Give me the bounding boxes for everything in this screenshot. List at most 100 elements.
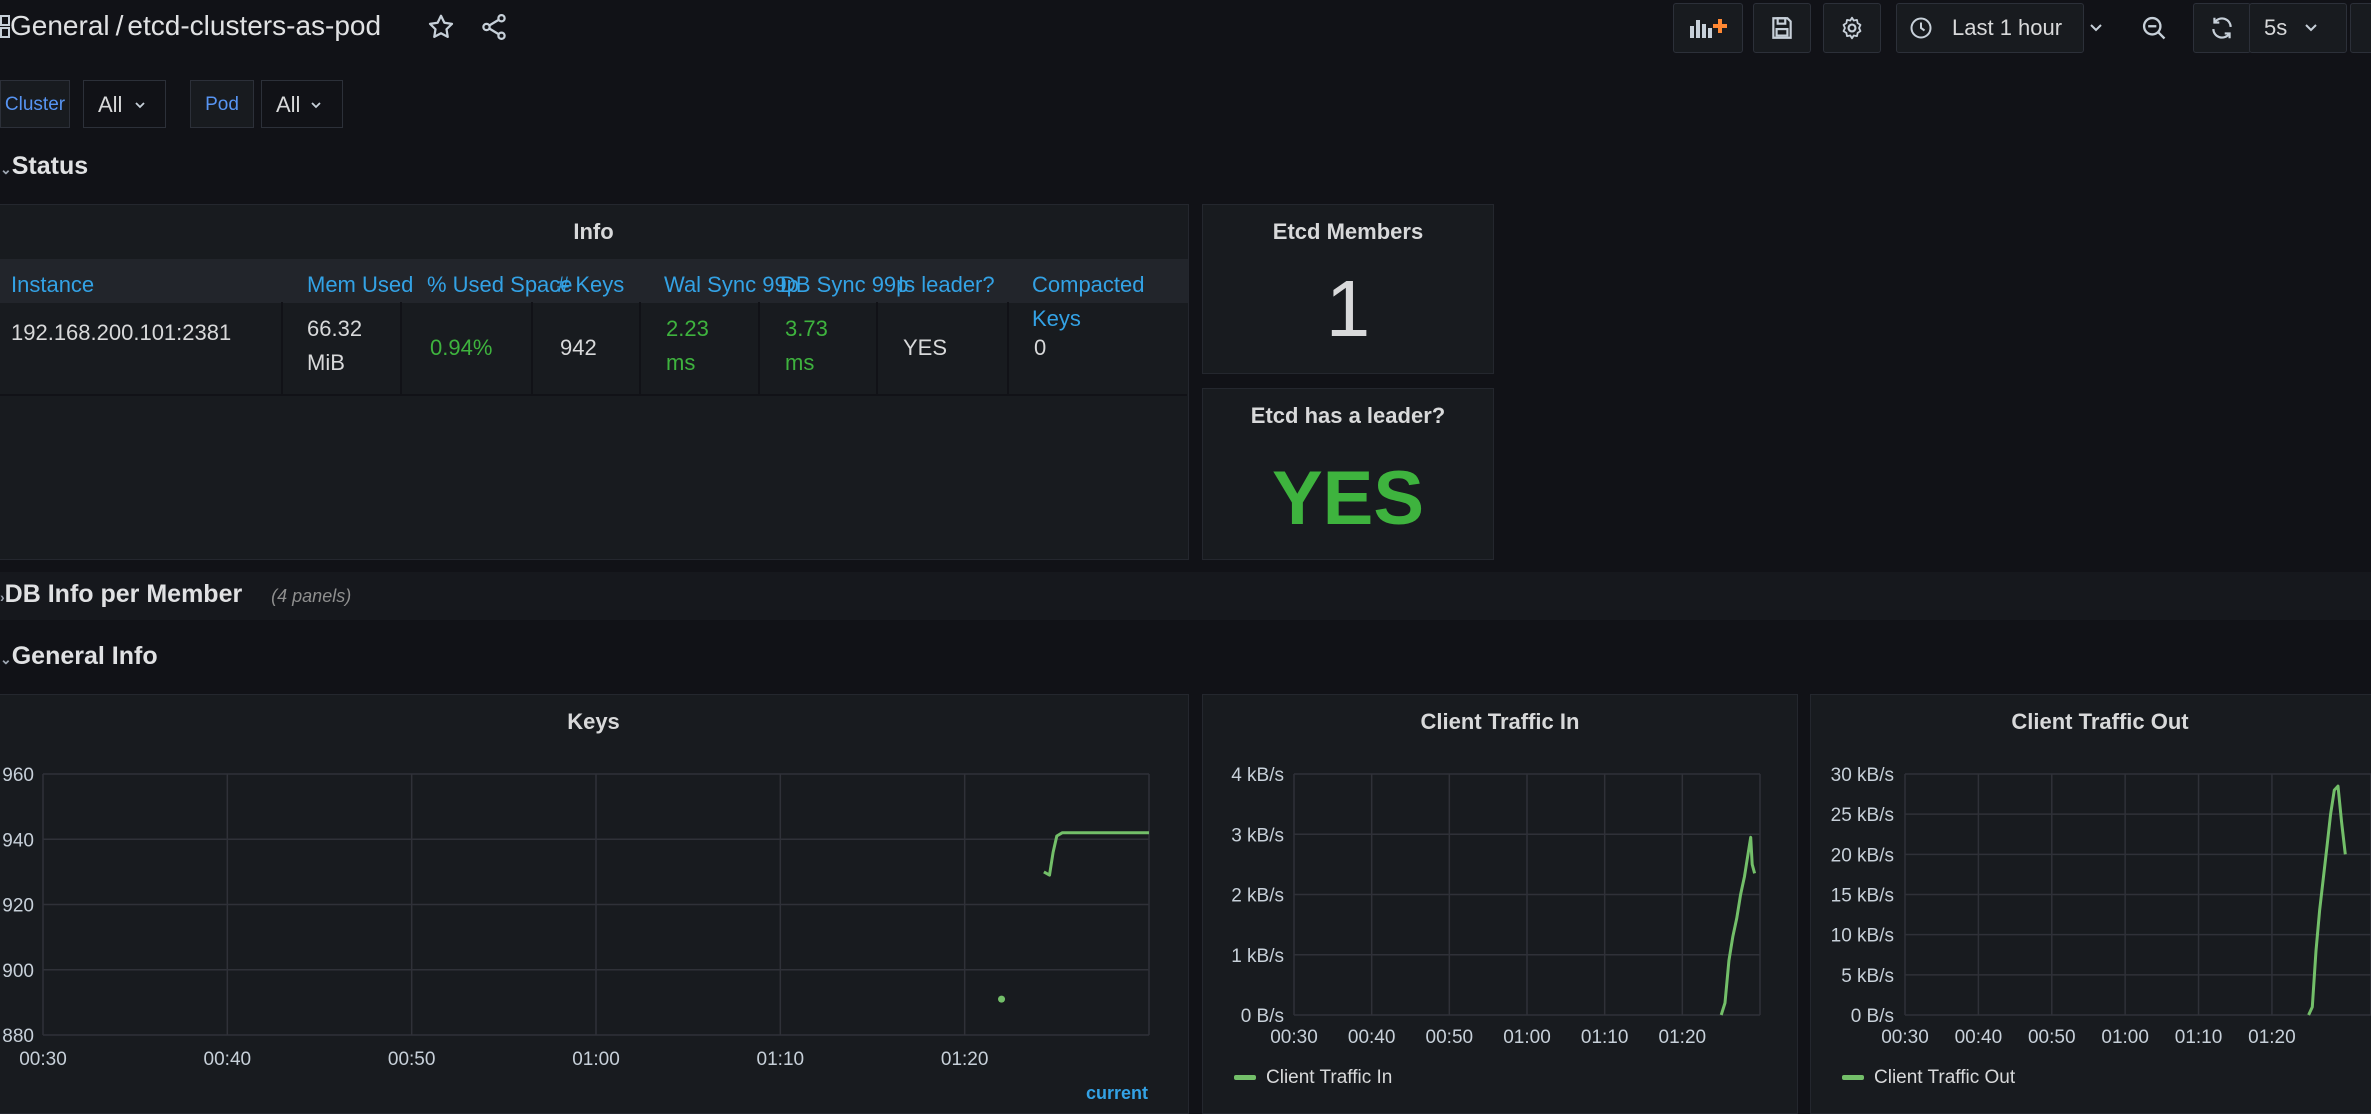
table-header-is-leader[interactable]: Is leader? <box>898 272 995 297</box>
graph-panel-client-traffic-out: Client Traffic Out <box>1810 694 2371 1114</box>
cell-is-leader: YES <box>878 302 1009 394</box>
variable-select-pod[interactable]: All <box>261 80 343 128</box>
share-icon[interactable] <box>479 12 509 42</box>
refresh-button[interactable] <box>2193 3 2251 53</box>
y-tick-label: 1 kB/s <box>1231 946 1284 967</box>
series-line <box>1043 831 1149 877</box>
y-tick-label: 5 kB/s <box>1841 966 1894 987</box>
y-tick-label: 30 kB/s <box>1831 765 1894 786</box>
graph-panel-client-traffic-in: Client Traffic In <box>1202 694 1798 1114</box>
stat-value-members: 1 <box>1325 264 1371 353</box>
x-tick-label: 00:30 <box>19 1049 67 1070</box>
save-dashboard-button[interactable] <box>1753 3 1811 53</box>
tv-mode-button[interactable] <box>2350 3 2371 53</box>
cell-db-sync: 3.73 ms <box>760 302 878 394</box>
legend-swatch <box>1234 1075 1256 1081</box>
table-header-compacted-keys[interactable]: Compacted Keys <box>1032 272 1145 331</box>
row-header-general-info[interactable]: ⌄General Info <box>0 642 158 671</box>
x-tick-label: 00:30 <box>1270 1027 1318 1048</box>
star-icon[interactable] <box>426 12 456 42</box>
top-navbar: General / etcd-clusters-as-pod Last 1 hour… <box>0 0 2371 56</box>
x-tick-label: 01:00 <box>572 1049 620 1070</box>
y-tick-label: 4 kB/s <box>1231 765 1284 786</box>
x-tick-label: 00:40 <box>204 1049 252 1070</box>
zoom-out-icon[interactable] <box>2140 14 2168 42</box>
cell-instance: 192.168.200.101:2381 <box>0 302 283 394</box>
row-title-db-info: DB Info per Member <box>4 580 243 608</box>
row-title-status: Status <box>11 152 89 180</box>
chevron-down-icon: ⌄ <box>0 161 12 177</box>
breadcrumb: General / etcd-clusters-as-pod <box>10 10 381 42</box>
table-header-instance[interactable]: Instance <box>11 272 95 297</box>
info-table-panel: Info <box>0 204 1189 560</box>
chart-client-traffic-out[interactable]: 0 B/s 5 kB/s 10 kB/s 15 kB/s 20 kB/s 25 kB/s 3… <box>1812 740 2371 1056</box>
time-range-picker[interactable]: Last 1 hour <box>1896 3 2102 53</box>
add-panel-button[interactable] <box>1673 3 1743 53</box>
row-header-db-info[interactable]: ›DB Info per Member (4 panels) <box>0 580 351 609</box>
breadcrumb-separator: / <box>115 10 124 41</box>
row-header-status[interactable]: ⌄Status <box>0 152 88 181</box>
legend-label: Client Traffic Out <box>1874 1067 2016 1088</box>
time-range-label: Last 1 hour <box>1952 15 2063 40</box>
panel-title[interactable]: Client Traffic In <box>1420 709 1580 734</box>
refresh-interval-picker[interactable]: 5s <box>2249 3 2347 53</box>
dashboards-grid-icon[interactable] <box>0 14 12 40</box>
y-tick-label: 25 kB/s <box>1831 805 1894 826</box>
chevron-down-icon: ⌄ <box>0 651 12 667</box>
clock-icon <box>1910 17 1932 39</box>
y-tick-label: 920 <box>2 896 34 917</box>
y-tick-label: 20 kB/s <box>1831 845 1894 866</box>
panel-title[interactable]: Etcd has a leader? <box>1250 403 1446 428</box>
table-header-bar <box>0 259 1188 303</box>
table-header-wal-sync[interactable]: Wal Sync 99p <box>664 272 799 297</box>
chevron-down-icon <box>2090 24 2102 32</box>
save-icon <box>1772 17 1792 39</box>
chart-keys[interactable]: 880 900 920 940 960 00:30 00:40 00:50 01:00 01:10… <box>0 740 1185 1099</box>
panel-title[interactable]: Client Traffic Out <box>2011 709 2189 734</box>
y-tick-label: 15 kB/s <box>1831 886 1894 907</box>
table-header-mem-used[interactable]: Mem Used <box>307 272 414 297</box>
chevron-down-icon <box>135 102 145 109</box>
x-tick-label: 00:50 <box>388 1049 436 1070</box>
x-tick-label: 00:50 <box>1426 1027 1474 1048</box>
cell-keys: 942 <box>533 302 641 394</box>
row-title-general-info: General Info <box>11 642 158 670</box>
panel-title[interactable]: Keys <box>567 709 620 734</box>
stat-value-leader: YES <box>1271 456 1425 541</box>
dashboard-title[interactable]: etcd-clusters-as-pod <box>127 10 382 41</box>
variable-select-cluster[interactable]: All <box>83 80 166 128</box>
dashboard-settings-button[interactable] <box>1823 3 1881 53</box>
chevron-right-icon: › <box>0 589 5 605</box>
y-tick-label: 960 <box>2 765 34 786</box>
x-tick-label: 00:50 <box>2028 1027 2076 1048</box>
y-tick-label: 0 B/s <box>1851 1006 1894 1027</box>
table-header-used-space[interactable]: % Used Space <box>427 272 573 297</box>
panel-title[interactable]: Etcd Members <box>1272 219 1424 244</box>
x-tick-label: 01:20 <box>941 1049 989 1070</box>
variable-value-cluster: All <box>98 92 123 117</box>
y-tick-label: 3 kB/s <box>1231 825 1284 846</box>
chart-client-traffic-in[interactable]: 0 B/s 1 kB/s 2 kB/s 3 kB/s 4 kB/s 00:30 00:40 0… <box>1204 740 1796 1056</box>
chevron-down-icon <box>2305 24 2317 32</box>
variable-label-pod: Pod <box>190 80 254 128</box>
legend-item-client-traffic-in[interactable]: Client Traffic In <box>1234 1067 1392 1089</box>
x-tick-label: 01:20 <box>2248 1027 2296 1048</box>
x-tick-label: 00:30 <box>1881 1027 1929 1048</box>
grid <box>1904 773 2371 1016</box>
legend-header-current[interactable]: current <box>1086 1083 1149 1103</box>
table-header-keys[interactable]: # Keys <box>557 272 625 297</box>
series-line <box>2307 784 2347 1016</box>
breadcrumb-folder[interactable]: General <box>10 10 110 41</box>
table-header-db-sync[interactable]: DB Sync 99p <box>780 272 909 297</box>
variable-label-cluster: Cluster <box>0 80 70 128</box>
panel-title[interactable]: Info <box>573 219 614 244</box>
legend-item-client-traffic-out[interactable]: Client Traffic Out <box>1842 1067 2015 1089</box>
x-tick-label: 00:40 <box>1348 1027 1396 1048</box>
row-collapsed-db-info[interactable] <box>0 572 2371 620</box>
x-tick-label: 01:10 <box>1581 1027 1629 1048</box>
y-tick-label: 880 <box>2 1026 34 1047</box>
variable-value-pod: All <box>276 92 301 117</box>
x-tick-label: 01:10 <box>757 1049 805 1070</box>
data-point <box>998 995 1006 1003</box>
series-line <box>1719 835 1757 1016</box>
